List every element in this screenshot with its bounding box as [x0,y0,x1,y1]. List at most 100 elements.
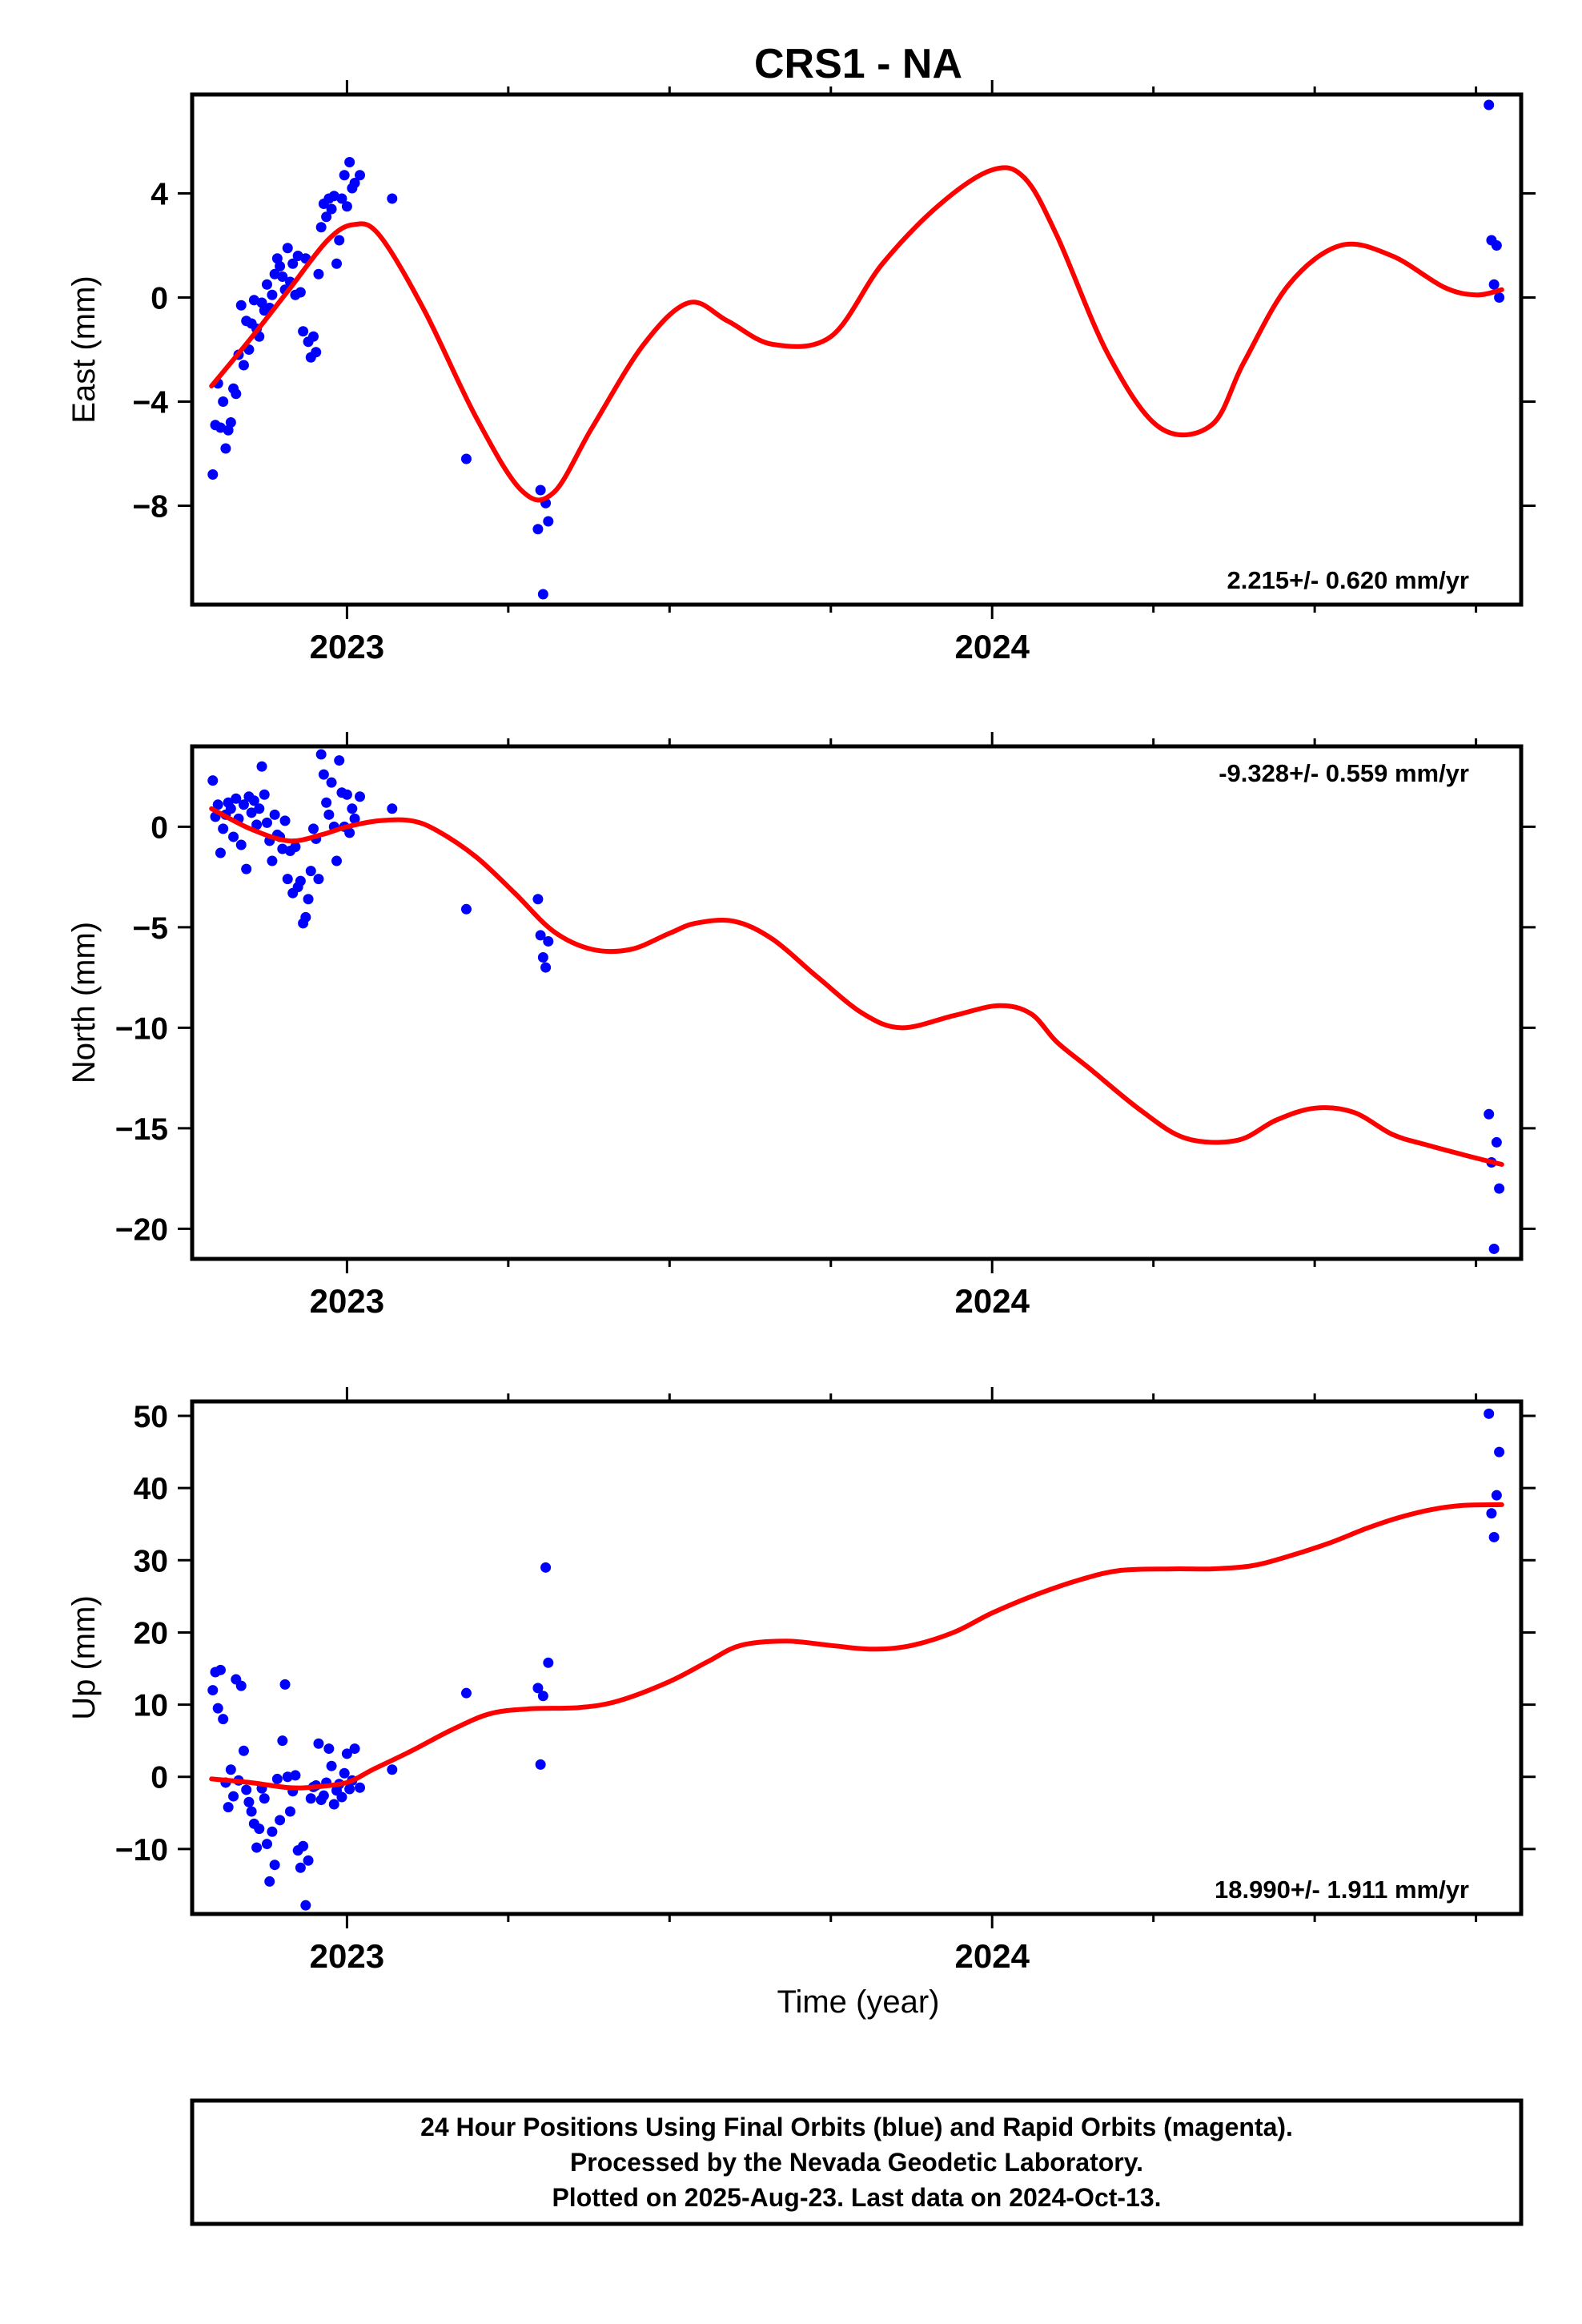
north-data-point [215,847,226,858]
up-data-point [318,1790,329,1801]
east-y-tick-label: 0 [151,282,168,316]
up-data-point [275,1815,286,1826]
up-data-point [277,1735,288,1747]
east-data-point [1488,279,1500,290]
up-y-tick-label: 50 [134,1400,168,1434]
east-data-point [331,258,343,269]
north-data-point [341,789,352,800]
east-panel: 2023 2024 −8 −4 0 4 East (mm) 2.215+/- 0.620 mm… [66,80,1536,665]
north-data-point [303,894,314,905]
east-data-point [1491,240,1502,251]
up-data-point [339,1767,350,1779]
north-data-point [259,789,270,800]
east-fit-line [209,165,1504,503]
north-data-point [295,875,306,887]
north-data-point [313,874,324,885]
east-data-point [321,211,332,223]
east-data-point [543,516,554,527]
up-panel: 2023 2024 −10 0 10 20 30 40 50 Up (mm) 18.990+/- 1… [66,1387,1536,1975]
footer-line-3: Plotted on 2025-Aug-23. Last data on 202… [552,2183,1161,2212]
east-y-axis-title: East (mm) [66,275,102,423]
north-panel: 2023 2024 −20 −15 −10 −5 0 North (mm) -9.328+/- … [66,732,1536,1320]
north-y-tick-label: −10 [115,1011,168,1046]
north-fit-line [209,806,1504,1167]
east-data-point [287,258,299,269]
up-data-point [243,1796,255,1807]
north-data-point [1484,1108,1495,1120]
north-data-point [256,761,267,772]
north-data-point [207,775,219,786]
east-data-point [336,193,347,204]
north-data-point [344,827,355,838]
north-rate-label: -9.328+/- 0.559 mm/yr [1219,759,1469,787]
up-data-point [341,1748,352,1759]
north-data-point [228,831,239,842]
up-y-axis-title: Up (mm) [66,1595,102,1720]
east-data-point [326,203,337,215]
north-data-point [290,841,301,852]
up-data-point [215,1664,226,1675]
east-data-point [311,347,322,358]
up-data-point [212,1703,223,1714]
north-data-point [212,799,223,810]
up-data-point [328,1799,339,1810]
footer-line-2: Processed by the Nevada Geodetic Laborat… [570,2148,1143,2177]
north-data-point [254,803,265,814]
north-data-point [1494,1183,1505,1194]
north-data-point [347,803,358,814]
up-x-tick-label: 2023 [310,1937,384,1975]
east-rate-label: 2.215+/- 0.620 mm/yr [1227,566,1469,594]
east-data-point [1484,99,1495,111]
up-data-point [336,1791,347,1803]
north-data-point [326,777,337,788]
up-data-point [218,1714,229,1725]
up-data-point [323,1743,335,1755]
north-data-point [1488,1243,1500,1254]
east-data-point [334,235,345,246]
up-y-tick-label: 20 [134,1616,168,1651]
up-data-point [207,1685,219,1696]
up-frame [190,1399,1524,1916]
east-data-point [235,300,247,311]
east-data-point [271,253,283,264]
east-y-tick-label: −4 [133,386,169,420]
up-data-point [387,1764,398,1775]
north-data-point [349,813,360,824]
north-data-point [387,803,398,814]
east-data-point [231,388,242,400]
east-data-point [1494,292,1505,303]
up-data-point [300,1900,311,1911]
up-y-tick-label: 40 [134,1472,168,1506]
north-data-point [331,855,343,866]
up-data-point [279,1679,291,1690]
east-data-point [207,469,219,480]
north-data-point [540,962,552,973]
east-x-tick-label: 2023 [310,628,384,665]
up-data-point [326,1760,337,1771]
east-data-point [282,243,293,254]
up-data-point [228,1791,239,1802]
up-data-point [241,1784,252,1795]
north-data-point [261,817,272,828]
east-data-point [256,297,267,308]
north-data-point [537,952,548,963]
east-data-point [261,279,272,290]
up-data-point [355,1782,366,1793]
east-data-point [537,589,548,600]
north-data-point [218,823,229,834]
footer-box: 24 Hour Positions Using Final Orbits (bl… [190,2098,1524,2226]
up-data-point [1494,1446,1505,1458]
north-data-point [315,749,327,760]
east-data-point [295,287,306,298]
north-x-tick-label: 2024 [955,1282,1030,1320]
north-data-point [321,797,332,808]
north-data-point [334,755,345,766]
footer-line-1: 24 Hour Positions Using Final Orbits (bl… [420,2113,1293,2141]
up-x-tick-label: 2024 [955,1937,1030,1975]
up-data-point [259,1793,270,1804]
up-data-point [246,1806,257,1817]
up-data-point [535,1759,546,1770]
up-data-point [1491,1490,1502,1501]
north-data-point [246,807,257,818]
east-data-point [535,485,546,496]
